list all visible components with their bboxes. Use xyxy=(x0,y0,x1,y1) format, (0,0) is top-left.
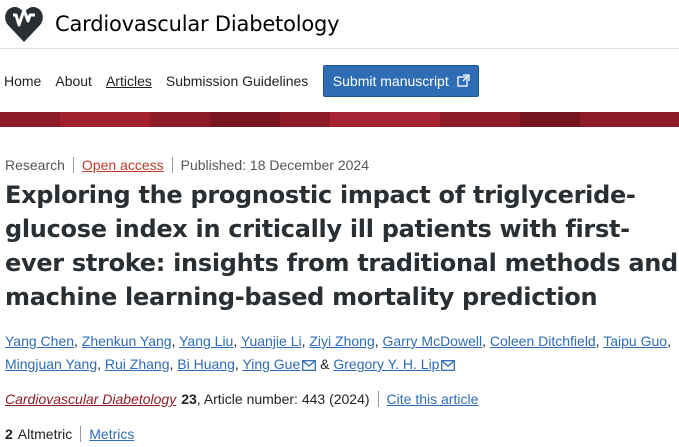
main-nav: Home About Articles Submission Guideline… xyxy=(0,49,679,112)
metrics-line: 2 Altmetric Metrics xyxy=(5,426,134,442)
author-link[interactable]: Ziyi Zhong xyxy=(309,333,375,349)
author-and: & xyxy=(320,356,330,372)
nav-about[interactable]: About xyxy=(55,72,92,89)
author-link[interactable]: Ying Gue xyxy=(242,356,301,372)
cite-this-article-link[interactable]: Cite this article xyxy=(386,391,479,407)
author-link[interactable]: Bi Huang xyxy=(177,356,235,372)
external-link-icon xyxy=(457,74,470,87)
author-list: Yang Chen, Zhenkun Yang, Yang Liu, Yuanj… xyxy=(5,333,671,372)
envelope-icon[interactable] xyxy=(441,360,456,371)
divider xyxy=(80,426,82,442)
divider xyxy=(171,157,173,173)
nav-articles[interactable]: Articles xyxy=(105,72,152,89)
journal-title[interactable]: Cardiovascular Diabetology xyxy=(55,12,340,36)
article-meta: Research Open access Published: 18 Decem… xyxy=(5,157,369,173)
author-link[interactable]: Taipu Guo xyxy=(603,333,668,349)
submit-manuscript-button[interactable]: Submit manuscript xyxy=(323,64,480,97)
author-link[interactable]: Yang Liu xyxy=(179,333,234,349)
open-access-link[interactable]: Open access xyxy=(81,157,164,173)
article-title: Exploring the prognostic impact of trigl… xyxy=(5,181,678,311)
divider xyxy=(72,157,74,173)
journal-banner xyxy=(0,112,679,127)
author-link[interactable]: Mingjuan Yang xyxy=(5,356,98,372)
citation-journal-link[interactable]: Cardiovascular Diabetology xyxy=(5,391,177,407)
altmetric-count: 2 xyxy=(5,426,13,442)
citation-details: , Article number: 443 (2024) xyxy=(196,391,370,407)
nav-submission-guidelines[interactable]: Submission Guidelines xyxy=(165,72,309,89)
author-link[interactable]: Garry McDowell xyxy=(382,333,483,349)
submit-manuscript-label: Submit manuscript xyxy=(332,72,449,89)
citation-line: Cardiovascular Diabetology 23 , Article … xyxy=(5,391,478,407)
citation-volume: 23 xyxy=(181,391,197,407)
nav-home[interactable]: Home xyxy=(4,72,42,89)
divider xyxy=(377,391,379,407)
envelope-icon[interactable] xyxy=(302,360,317,371)
altmetric-label: Altmetric xyxy=(17,426,73,442)
author-link[interactable]: Gregory Y. H. Lip xyxy=(333,356,440,372)
heart-pulse-icon[interactable] xyxy=(3,3,45,45)
author-link[interactable]: Zhenkun Yang xyxy=(81,333,172,349)
author-link[interactable]: Yuanjie Li xyxy=(240,333,302,349)
metrics-link[interactable]: Metrics xyxy=(89,426,135,442)
published-date: Published: 18 December 2024 xyxy=(180,157,369,173)
site-header: Cardiovascular Diabetology xyxy=(0,0,679,49)
author-link[interactable]: Yang Chen xyxy=(5,333,75,349)
author-link[interactable]: Coleen Ditchfield xyxy=(489,333,596,349)
author-link[interactable]: Rui Zhang xyxy=(104,356,170,372)
article-type: Research xyxy=(5,157,65,173)
